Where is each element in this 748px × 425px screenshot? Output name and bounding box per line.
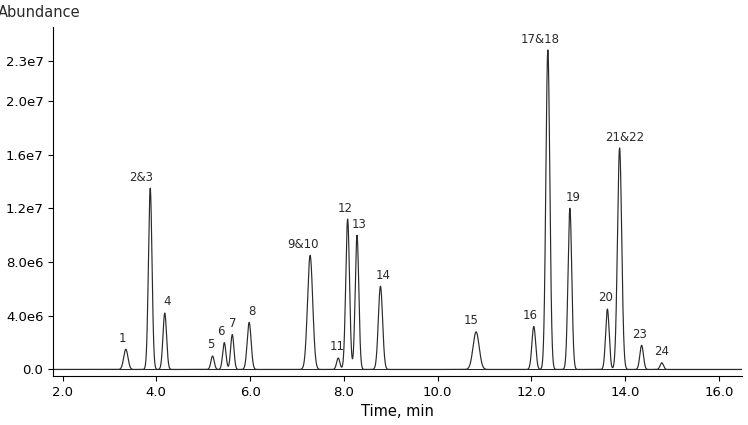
X-axis label: Time, min: Time, min xyxy=(361,405,435,419)
Text: 15: 15 xyxy=(464,314,479,327)
Text: 9&10: 9&10 xyxy=(287,238,319,251)
Text: 14: 14 xyxy=(375,269,390,281)
Text: 13: 13 xyxy=(352,218,367,231)
Text: 11: 11 xyxy=(330,340,345,353)
Text: 23: 23 xyxy=(632,328,647,340)
Text: 12: 12 xyxy=(337,202,352,215)
Text: 8: 8 xyxy=(248,305,256,318)
Text: 5: 5 xyxy=(207,338,215,351)
Text: 19: 19 xyxy=(565,191,580,204)
Text: 7: 7 xyxy=(229,317,236,330)
Text: 21&22: 21&22 xyxy=(604,131,644,144)
Text: 6: 6 xyxy=(217,325,224,338)
Text: 16: 16 xyxy=(523,309,538,322)
Text: 4: 4 xyxy=(163,295,171,309)
Text: 2&3: 2&3 xyxy=(129,171,153,184)
Text: 1: 1 xyxy=(119,332,126,345)
Text: Abundance: Abundance xyxy=(0,5,81,20)
Text: 17&18: 17&18 xyxy=(521,33,560,46)
Text: 20: 20 xyxy=(598,292,613,304)
Text: 24: 24 xyxy=(654,345,669,358)
